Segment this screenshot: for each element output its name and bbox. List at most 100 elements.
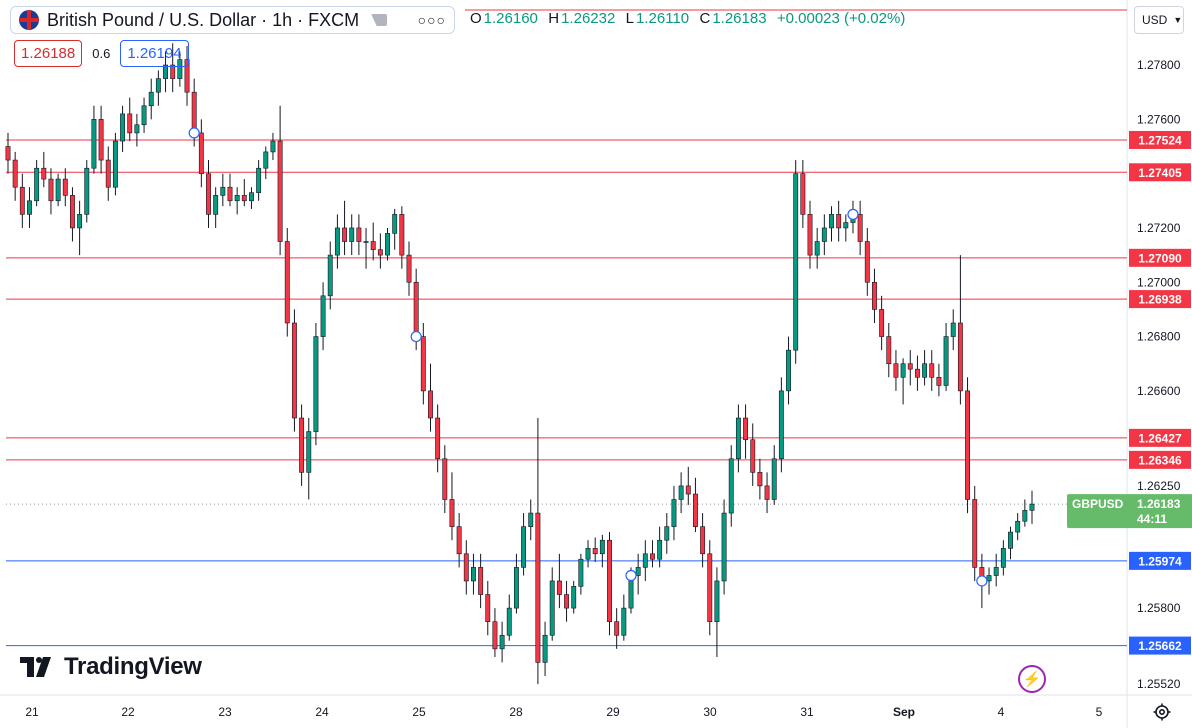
candle[interactable] [879,295,885,351]
candle[interactable] [900,358,906,405]
candle[interactable] [936,363,942,397]
candle[interactable] [256,160,262,201]
candle[interactable] [463,540,469,595]
candle[interactable] [814,227,820,269]
candle[interactable] [929,350,935,391]
candle[interactable] [922,350,928,386]
candle[interactable] [750,423,756,486]
event-marker-icon[interactable] [410,330,422,343]
sell-price-button[interactable]: 1.26188 [14,40,83,67]
candle[interactable] [728,445,734,527]
candle[interactable] [778,377,784,473]
event-marker-icon[interactable] [976,575,988,587]
candle[interactable] [177,51,183,87]
candle[interactable] [234,187,240,215]
event-marker-icon[interactable] [625,569,637,582]
candle[interactable] [148,78,154,120]
candle[interactable] [678,472,684,514]
candle[interactable] [356,214,362,256]
candle[interactable] [542,621,548,676]
candle[interactable] [685,466,691,505]
currency-select[interactable]: USD ▼ [1134,6,1184,34]
candle[interactable] [377,233,383,269]
candle[interactable] [1008,526,1013,560]
candle[interactable] [206,160,211,228]
candle[interactable] [513,553,519,614]
more-dots-icon[interactable]: ○○○ [417,12,446,28]
candle[interactable] [55,173,61,207]
candle[interactable] [213,187,219,228]
candle[interactable] [1015,513,1021,541]
candle[interactable] [249,187,254,209]
candle[interactable] [220,173,226,207]
candle[interactable] [456,513,462,568]
candle[interactable] [198,119,204,188]
candle[interactable] [943,322,949,391]
candle[interactable] [993,553,999,587]
candle[interactable] [492,608,498,657]
candle[interactable] [91,105,97,174]
candle[interactable] [370,222,376,261]
event-marker-icon[interactable] [847,208,859,220]
candle[interactable] [671,485,677,541]
candle[interactable] [757,458,763,500]
candle[interactable] [320,282,326,351]
symbol-header[interactable]: British Pound / U.S. Dollar · 1h · FXCM … [10,6,455,34]
candle[interactable] [84,160,90,223]
candle[interactable] [714,567,720,657]
candle[interactable] [786,336,791,405]
candle[interactable] [98,105,104,174]
candle[interactable] [578,553,584,595]
candle[interactable] [807,200,813,269]
candle[interactable] [141,97,147,133]
candle[interactable] [41,151,47,188]
candle[interactable] [793,160,799,364]
candle[interactable] [342,200,348,256]
candle[interactable] [528,499,534,541]
candle[interactable] [184,46,190,106]
candle[interactable] [134,113,140,147]
candle[interactable] [5,132,11,174]
candle[interactable] [549,567,555,641]
event-marker-icon[interactable] [188,127,200,139]
candle[interactable] [227,173,233,207]
candle[interactable] [886,322,892,378]
candle[interactable] [621,594,627,641]
candle[interactable] [907,350,913,386]
candle[interactable] [829,206,834,242]
candle[interactable] [1029,490,1035,524]
candle[interactable] [313,322,319,446]
candle[interactable] [277,105,283,256]
candle[interactable] [349,214,355,256]
candle[interactable] [77,200,83,256]
settings-button[interactable] [1150,700,1174,724]
candle[interactable] [950,309,956,351]
candle[interactable] [650,540,655,568]
candle[interactable] [800,160,806,228]
candle[interactable] [163,51,168,93]
candle[interactable] [957,255,963,405]
candle[interactable] [521,513,527,576]
candle[interactable] [62,168,68,207]
candle[interactable] [743,404,749,459]
candle[interactable] [657,526,663,568]
candle[interactable] [872,268,877,323]
candle[interactable] [599,534,605,568]
candle[interactable] [428,363,433,432]
candle[interactable] [707,540,713,636]
candle[interactable] [614,608,620,649]
candle[interactable] [406,241,412,296]
candle[interactable] [241,179,247,207]
candle[interactable] [843,214,849,242]
candle[interactable] [692,477,698,533]
candle[interactable] [506,594,512,641]
candle[interactable] [263,146,269,180]
candle[interactable] [27,187,32,228]
candle[interactable] [385,227,390,261]
candle[interactable] [700,513,706,568]
candle[interactable] [170,43,176,93]
candle[interactable] [363,227,369,269]
candle[interactable] [291,309,297,432]
candle[interactable] [571,580,577,614]
